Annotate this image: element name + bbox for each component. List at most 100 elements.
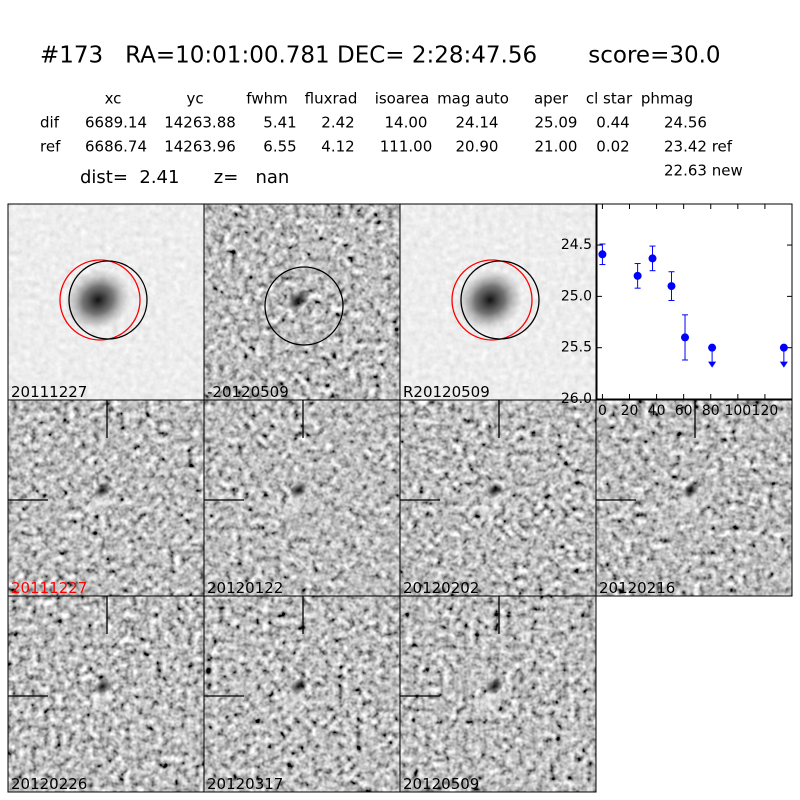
column-header: phmag xyxy=(641,90,693,108)
table-cell: 0.02 xyxy=(596,138,629,156)
aperture xyxy=(460,260,540,340)
table-cell: 24.14 xyxy=(456,114,499,132)
x-tick-label: 80 xyxy=(702,403,720,419)
aperture-ref xyxy=(451,259,533,341)
source-blob xyxy=(485,481,504,499)
table-cell: 0.44 xyxy=(596,114,629,132)
table-cell: 4.12 xyxy=(321,138,354,156)
stamp-label: -20120509 xyxy=(207,383,289,401)
stamp-image xyxy=(8,400,204,596)
x-tick-label: 20 xyxy=(621,403,639,419)
plot-area xyxy=(596,203,793,400)
stamp: 20111227 xyxy=(7,399,205,597)
row-label: ref xyxy=(40,138,61,156)
stamp-image xyxy=(400,596,596,792)
table-cell: 6.55 xyxy=(263,138,296,156)
data-point xyxy=(708,343,717,352)
source-blob xyxy=(289,677,308,695)
stamp: R20120509 xyxy=(399,203,597,401)
x-tick-label: 0 xyxy=(598,403,607,419)
table-cell: 111.00 xyxy=(380,138,433,156)
stamp-label: 20120122 xyxy=(207,579,283,597)
source-blob xyxy=(93,677,112,695)
stamp: 20120317 xyxy=(203,595,401,793)
stamp-image xyxy=(204,400,400,596)
stamp-label: 20120216 xyxy=(599,579,675,597)
source-blob xyxy=(64,268,132,332)
table-cell: 25.09 xyxy=(535,114,578,132)
source-blob xyxy=(456,268,524,332)
stamp: 20111227 xyxy=(7,203,205,401)
data-point xyxy=(648,254,657,263)
info-line: dist= 2.41 z= nan xyxy=(80,167,289,188)
arrow-head xyxy=(708,361,717,368)
y-tick-label: 24.5 xyxy=(561,237,592,253)
source-blob xyxy=(285,288,311,312)
data-point xyxy=(633,271,642,280)
column-header: mag auto xyxy=(437,90,509,108)
aperture-ref xyxy=(59,259,141,341)
table-cell: 24.56 xyxy=(664,114,707,132)
column-header: xc xyxy=(105,90,122,108)
table-cell: 20.90 xyxy=(456,138,499,156)
table-cell: 21.00 xyxy=(535,138,578,156)
stamp-frame xyxy=(399,595,597,793)
source-blob xyxy=(485,677,504,695)
table-cell: 5.41 xyxy=(263,114,296,132)
y-tick-label: 25.0 xyxy=(561,288,592,304)
source-blob xyxy=(93,481,112,499)
stamp-image xyxy=(204,596,400,792)
column-header: yc xyxy=(186,90,203,108)
aperture xyxy=(264,266,344,346)
data-point xyxy=(667,282,676,291)
table: xc yc fwhm fluxrad isoarea mag auto aper cl sta… xyxy=(40,90,733,156)
column-header: cl star xyxy=(586,90,633,108)
stamp-frame xyxy=(595,399,793,597)
y-tick-label: 26.0 xyxy=(561,391,592,407)
stamp: 20120509 xyxy=(399,595,597,793)
table-cell: 6689.14 xyxy=(85,114,147,132)
x-tick-label: 40 xyxy=(648,403,666,419)
source-blob xyxy=(681,481,700,499)
stamp: 20120202 xyxy=(399,399,597,597)
arrow-head xyxy=(779,361,788,368)
x-tick-label: 100 xyxy=(724,403,751,419)
table-cell: 14263.88 xyxy=(164,114,236,132)
data-point xyxy=(779,343,788,352)
stamp-image xyxy=(596,400,792,596)
chart: 24.5 25.0 25.5 26.0 0 20 40 60 80 100 120 xyxy=(561,203,793,419)
table-note: 22.63 new xyxy=(664,162,743,180)
column-header: fwhm xyxy=(246,90,287,108)
y-tick-label: 25.5 xyxy=(561,340,592,356)
stamp-label: 20120202 xyxy=(403,579,479,597)
table-cell: 2.42 xyxy=(321,114,354,132)
stamp: 20120122 xyxy=(203,399,401,597)
source-blob xyxy=(289,481,308,499)
column-header: isoarea xyxy=(375,90,430,108)
table-cell: 14263.96 xyxy=(164,138,236,156)
table-cell: 14.00 xyxy=(385,114,428,132)
stamp-label: 20111227 xyxy=(11,383,87,401)
column-header: fluxrad xyxy=(305,90,358,108)
header-title: #173 RA=10:01:00.781 DEC= 2:28:47.56 sco… xyxy=(40,43,721,69)
stamp-image xyxy=(400,400,596,596)
stamp: -20120509 xyxy=(203,203,401,401)
stamp-label: 20120509 xyxy=(403,775,479,793)
stamp-label: 20120317 xyxy=(207,775,283,793)
stamp: 20120216 xyxy=(595,399,793,597)
stamp-label: 20111227 xyxy=(11,579,87,597)
x-tick-label: 60 xyxy=(675,403,693,419)
table-cell: 6686.74 xyxy=(85,138,147,156)
data-point xyxy=(598,250,607,259)
stamp-label: R20120509 xyxy=(403,383,490,401)
table-cell: 23.42 ref xyxy=(664,138,733,156)
x-tick-label: 120 xyxy=(752,403,779,419)
stamp-image xyxy=(8,596,204,792)
row-label: dif xyxy=(40,114,60,132)
aperture xyxy=(68,260,148,340)
data-point xyxy=(681,333,690,342)
column-header: aper xyxy=(534,90,569,108)
stamp: 20120226 xyxy=(7,595,205,793)
